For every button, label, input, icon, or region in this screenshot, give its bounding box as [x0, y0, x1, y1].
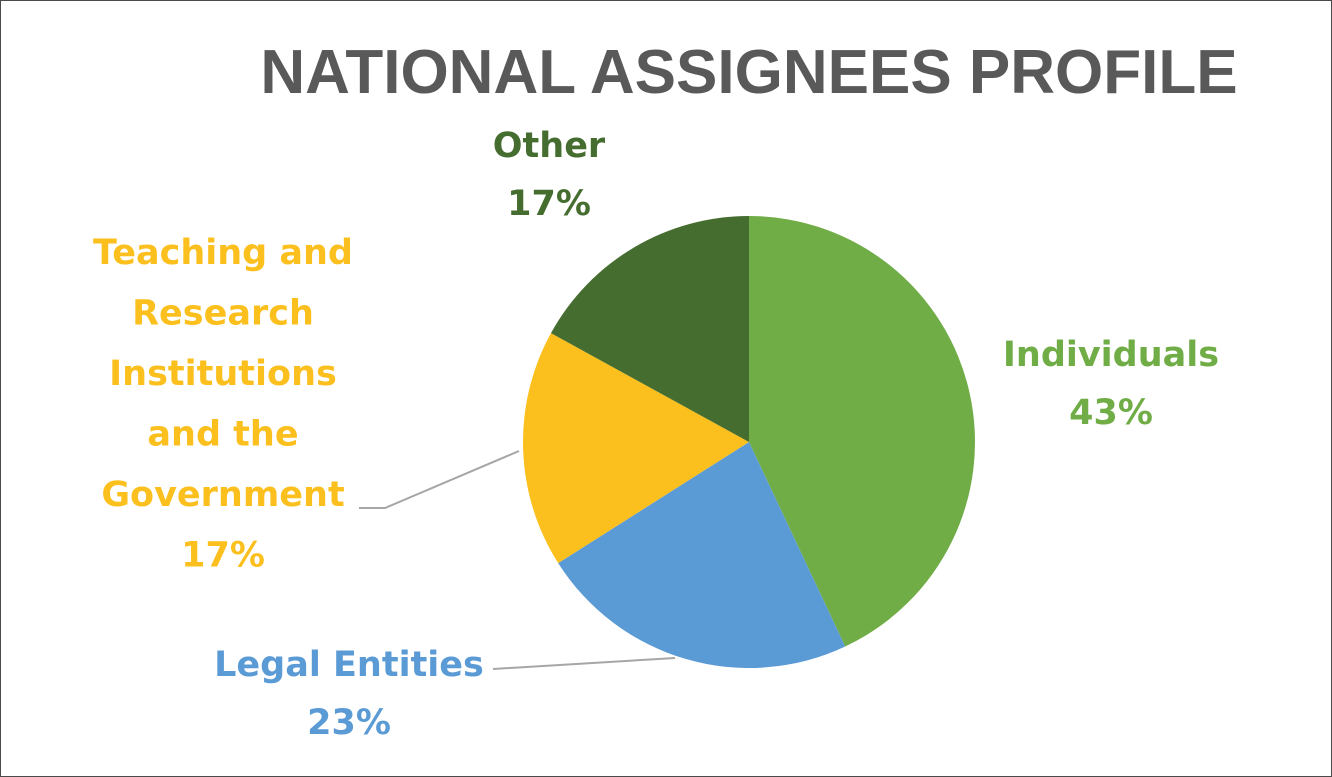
data-label-category: Institutions [109, 354, 337, 394]
data-labels: Individuals 43% Legal Entities 23% Teaching … [93, 126, 1219, 743]
data-label-category: Research [132, 294, 314, 334]
chart-title: NATIONAL ASSIGNEES PROFILE [260, 38, 1237, 107]
data-label: Teaching and Research Institutions and the G… [93, 233, 353, 576]
pie-slice-teaching-and-research-institutions-and-the-government [522, 333, 749, 564]
data-label: Other 17% [493, 126, 606, 224]
pie-slice-other [550, 216, 749, 442]
data-label-category: Government [101, 475, 344, 515]
pie-slices [522, 216, 975, 668]
pie-slice-legal-entities [558, 442, 846, 668]
pie-slice-individuals [749, 216, 975, 647]
leader-lines [359, 450, 676, 670]
data-label-category: Teaching and [93, 233, 353, 273]
data-label-category: Other [493, 126, 606, 166]
data-label-category: Individuals [1003, 335, 1219, 375]
leader-line-2 [359, 450, 520, 509]
data-label-value: 17% [507, 184, 591, 224]
data-label: Legal Entities 23% [214, 645, 484, 743]
leader-line-1 [492, 657, 676, 670]
data-label: Individuals 43% [1003, 335, 1219, 433]
data-label-value: 43% [1069, 393, 1153, 433]
data-label-category: and the [147, 415, 298, 455]
data-label-value: 23% [307, 703, 391, 743]
data-label-value: 17% [181, 536, 265, 576]
data-label-category: Legal Entities [214, 645, 484, 685]
